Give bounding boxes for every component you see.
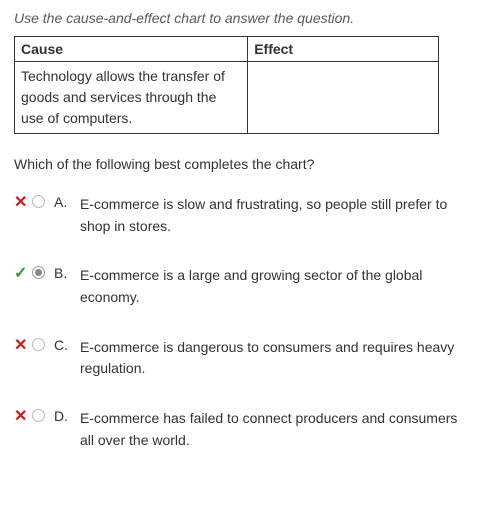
option-text: E-commerce is dangerous to consumers and… xyxy=(80,337,486,380)
option-letter: A. xyxy=(54,194,80,210)
option-c[interactable]: ✕ C. E-commerce is dangerous to consumer… xyxy=(14,337,486,380)
option-letter: C. xyxy=(54,337,80,353)
options-list: ✕ A. E-commerce is slow and frustrating,… xyxy=(14,194,486,452)
correct-icon: ✓ xyxy=(14,266,32,282)
radio-a[interactable] xyxy=(32,195,45,208)
option-b[interactable]: ✓ B. E-commerce is a large and growing s… xyxy=(14,265,486,308)
wrong-icon: ✕ xyxy=(14,409,32,425)
radio-wrap xyxy=(32,409,54,425)
option-text: E-commerce is slow and frustrating, so p… xyxy=(80,194,486,237)
question-text: Which of the following best completes th… xyxy=(14,156,486,172)
wrong-icon: ✕ xyxy=(14,195,32,211)
cause-header: Cause xyxy=(15,37,248,62)
cause-effect-table: Cause Effect Technology allows the trans… xyxy=(14,36,439,134)
option-a[interactable]: ✕ A. E-commerce is slow and frustrating,… xyxy=(14,194,486,237)
table-header-row: Cause Effect xyxy=(15,37,439,62)
table-row: Technology allows the transfer of goods … xyxy=(15,62,439,134)
cause-cell: Technology allows the transfer of goods … xyxy=(15,62,248,134)
wrong-icon: ✕ xyxy=(14,338,32,354)
option-letter: D. xyxy=(54,408,80,424)
option-d[interactable]: ✕ D. E-commerce has failed to connect pr… xyxy=(14,408,486,451)
radio-b[interactable] xyxy=(32,266,45,279)
option-letter: B. xyxy=(54,265,80,281)
effect-cell xyxy=(248,62,439,134)
radio-d[interactable] xyxy=(32,409,45,422)
effect-header: Effect xyxy=(248,37,439,62)
option-text: E-commerce is a large and growing sector… xyxy=(80,265,486,308)
radio-wrap xyxy=(32,266,54,282)
radio-wrap xyxy=(32,338,54,354)
option-text: E-commerce has failed to connect produce… xyxy=(80,408,486,451)
radio-wrap xyxy=(32,195,54,211)
radio-c[interactable] xyxy=(32,338,45,351)
instruction-text: Use the cause-and-effect chart to answer… xyxy=(14,10,486,26)
